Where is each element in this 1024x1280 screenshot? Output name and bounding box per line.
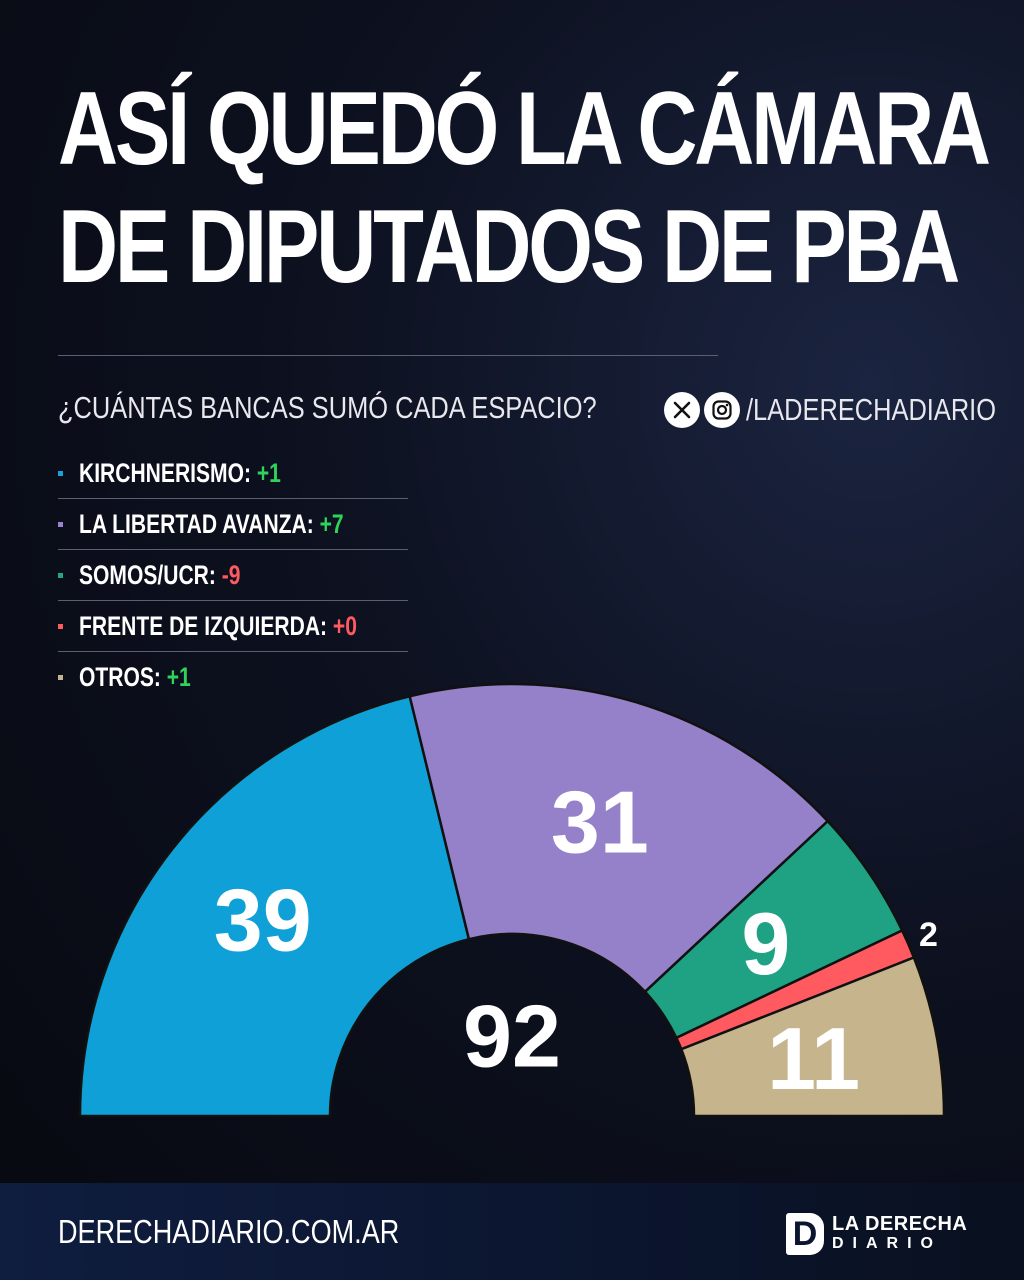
legend-label: OTROS: (79, 661, 161, 692)
legend-label: KIRCHNERISMO: (79, 457, 251, 488)
legend-item: LA LIBERTAD AVANZA: +7 (58, 499, 408, 550)
legend-change: -9 (221, 559, 241, 590)
legend-change: +1 (166, 661, 191, 692)
slice-value-label: 39 (214, 871, 312, 970)
legend: KIRCHNERISMO: +1 LA LIBERTAD AVANZA: +7 … (58, 448, 408, 702)
legend-change: +1 (256, 457, 281, 488)
legend-label: SOMOS/UCR: (79, 559, 216, 590)
social-handle[interactable]: /LADERECHADIARIO (664, 390, 1024, 430)
logo-line-2: DIARIO (832, 1235, 942, 1252)
slice-value-label: 2 (919, 916, 938, 954)
logo-mark: D (786, 1213, 824, 1255)
brand-logo: D LA DERECHA DIARIO (786, 1213, 967, 1255)
legend-label: FRENTE DE IZQUIERDA: (79, 610, 328, 641)
legend-item: OTROS: +1 (58, 652, 408, 702)
divider (58, 355, 718, 356)
instagram-icon[interactable] (704, 392, 740, 428)
legend-dot (58, 572, 63, 578)
title-line-2: DE DIPUTADOS DE PBA (58, 189, 960, 305)
page-title: ASÍ QUEDÓ LA CÁMARA DE DIPUTADOS DE PBA (58, 70, 991, 306)
total-seats-label: 92 (463, 987, 561, 1086)
slice-value-label: 11 (767, 1009, 860, 1108)
logo-line-1: LA DERECHA (832, 1213, 968, 1235)
legend-change: +7 (319, 508, 344, 539)
legend-dot (58, 521, 63, 527)
chart-slice (679, 955, 946, 1118)
legend-item: SOMOS/UCR: -9 (58, 550, 408, 601)
legend-dot (58, 674, 63, 680)
title-line-1: ASÍ QUEDÓ LA CÁMARA (58, 71, 991, 187)
legend-item: KIRCHNERISMO: +1 (58, 448, 408, 499)
legend-dot (58, 623, 63, 629)
legend-label: LA LIBERTAD AVANZA: (79, 508, 314, 539)
footer: DERECHADIARIO.COM.AR D LA DERECHA DIARIO (0, 1183, 1024, 1280)
subtitle: ¿CUÁNTAS BANCAS SUMÓ CADA ESPACIO? (58, 390, 597, 425)
chart-slice (78, 694, 471, 1118)
slice-value-label: 31 (551, 772, 649, 871)
slice-value-label: 9 (741, 894, 790, 993)
site-url[interactable]: DERECHADIARIO.COM.AR (58, 1213, 400, 1250)
chart-slice (408, 682, 830, 994)
legend-dot (58, 470, 63, 476)
x-icon[interactable] (664, 392, 700, 428)
legend-change: +0 (332, 610, 357, 641)
legend-item: FRENTE DE IZQUIERDA: +0 (58, 601, 408, 652)
social-handle-text: /LADERECHADIARIO (746, 392, 997, 427)
